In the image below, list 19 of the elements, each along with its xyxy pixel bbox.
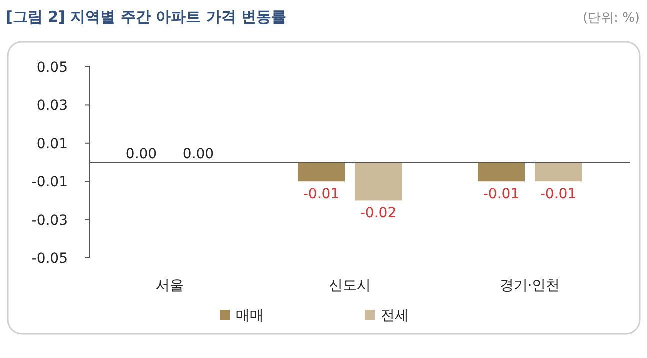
data-label: -0.01 bbox=[540, 186, 577, 203]
chart-title: [그림 2] 지역별 주간 아파트 가격 변동률 bbox=[6, 8, 286, 26]
y-tick-label: 0.03 bbox=[36, 98, 68, 114]
legend-label: 전세 bbox=[381, 308, 409, 324]
data-label: -0.01 bbox=[303, 186, 340, 203]
legend-label: 매매 bbox=[236, 308, 264, 324]
data-label: -0.02 bbox=[360, 206, 397, 222]
y-tick-label: 0.01 bbox=[36, 136, 68, 152]
x-tick-label: 서울 bbox=[156, 278, 184, 294]
data-label: -0.01 bbox=[483, 186, 520, 203]
x-tick-label: 신도시 bbox=[329, 278, 371, 294]
y-tick-label: -0.05 bbox=[32, 251, 68, 267]
data-label: 0.00 bbox=[126, 146, 158, 162]
y-tick-label: -0.03 bbox=[32, 212, 68, 229]
x-tick-label: 경기·인천 bbox=[500, 278, 560, 294]
y-tick-label: 0.05 bbox=[36, 60, 68, 76]
y-tick-label: -0.01 bbox=[32, 174, 68, 191]
text: (단위: %) bbox=[582, 11, 640, 26]
data-label: 0.00 bbox=[182, 146, 214, 162]
